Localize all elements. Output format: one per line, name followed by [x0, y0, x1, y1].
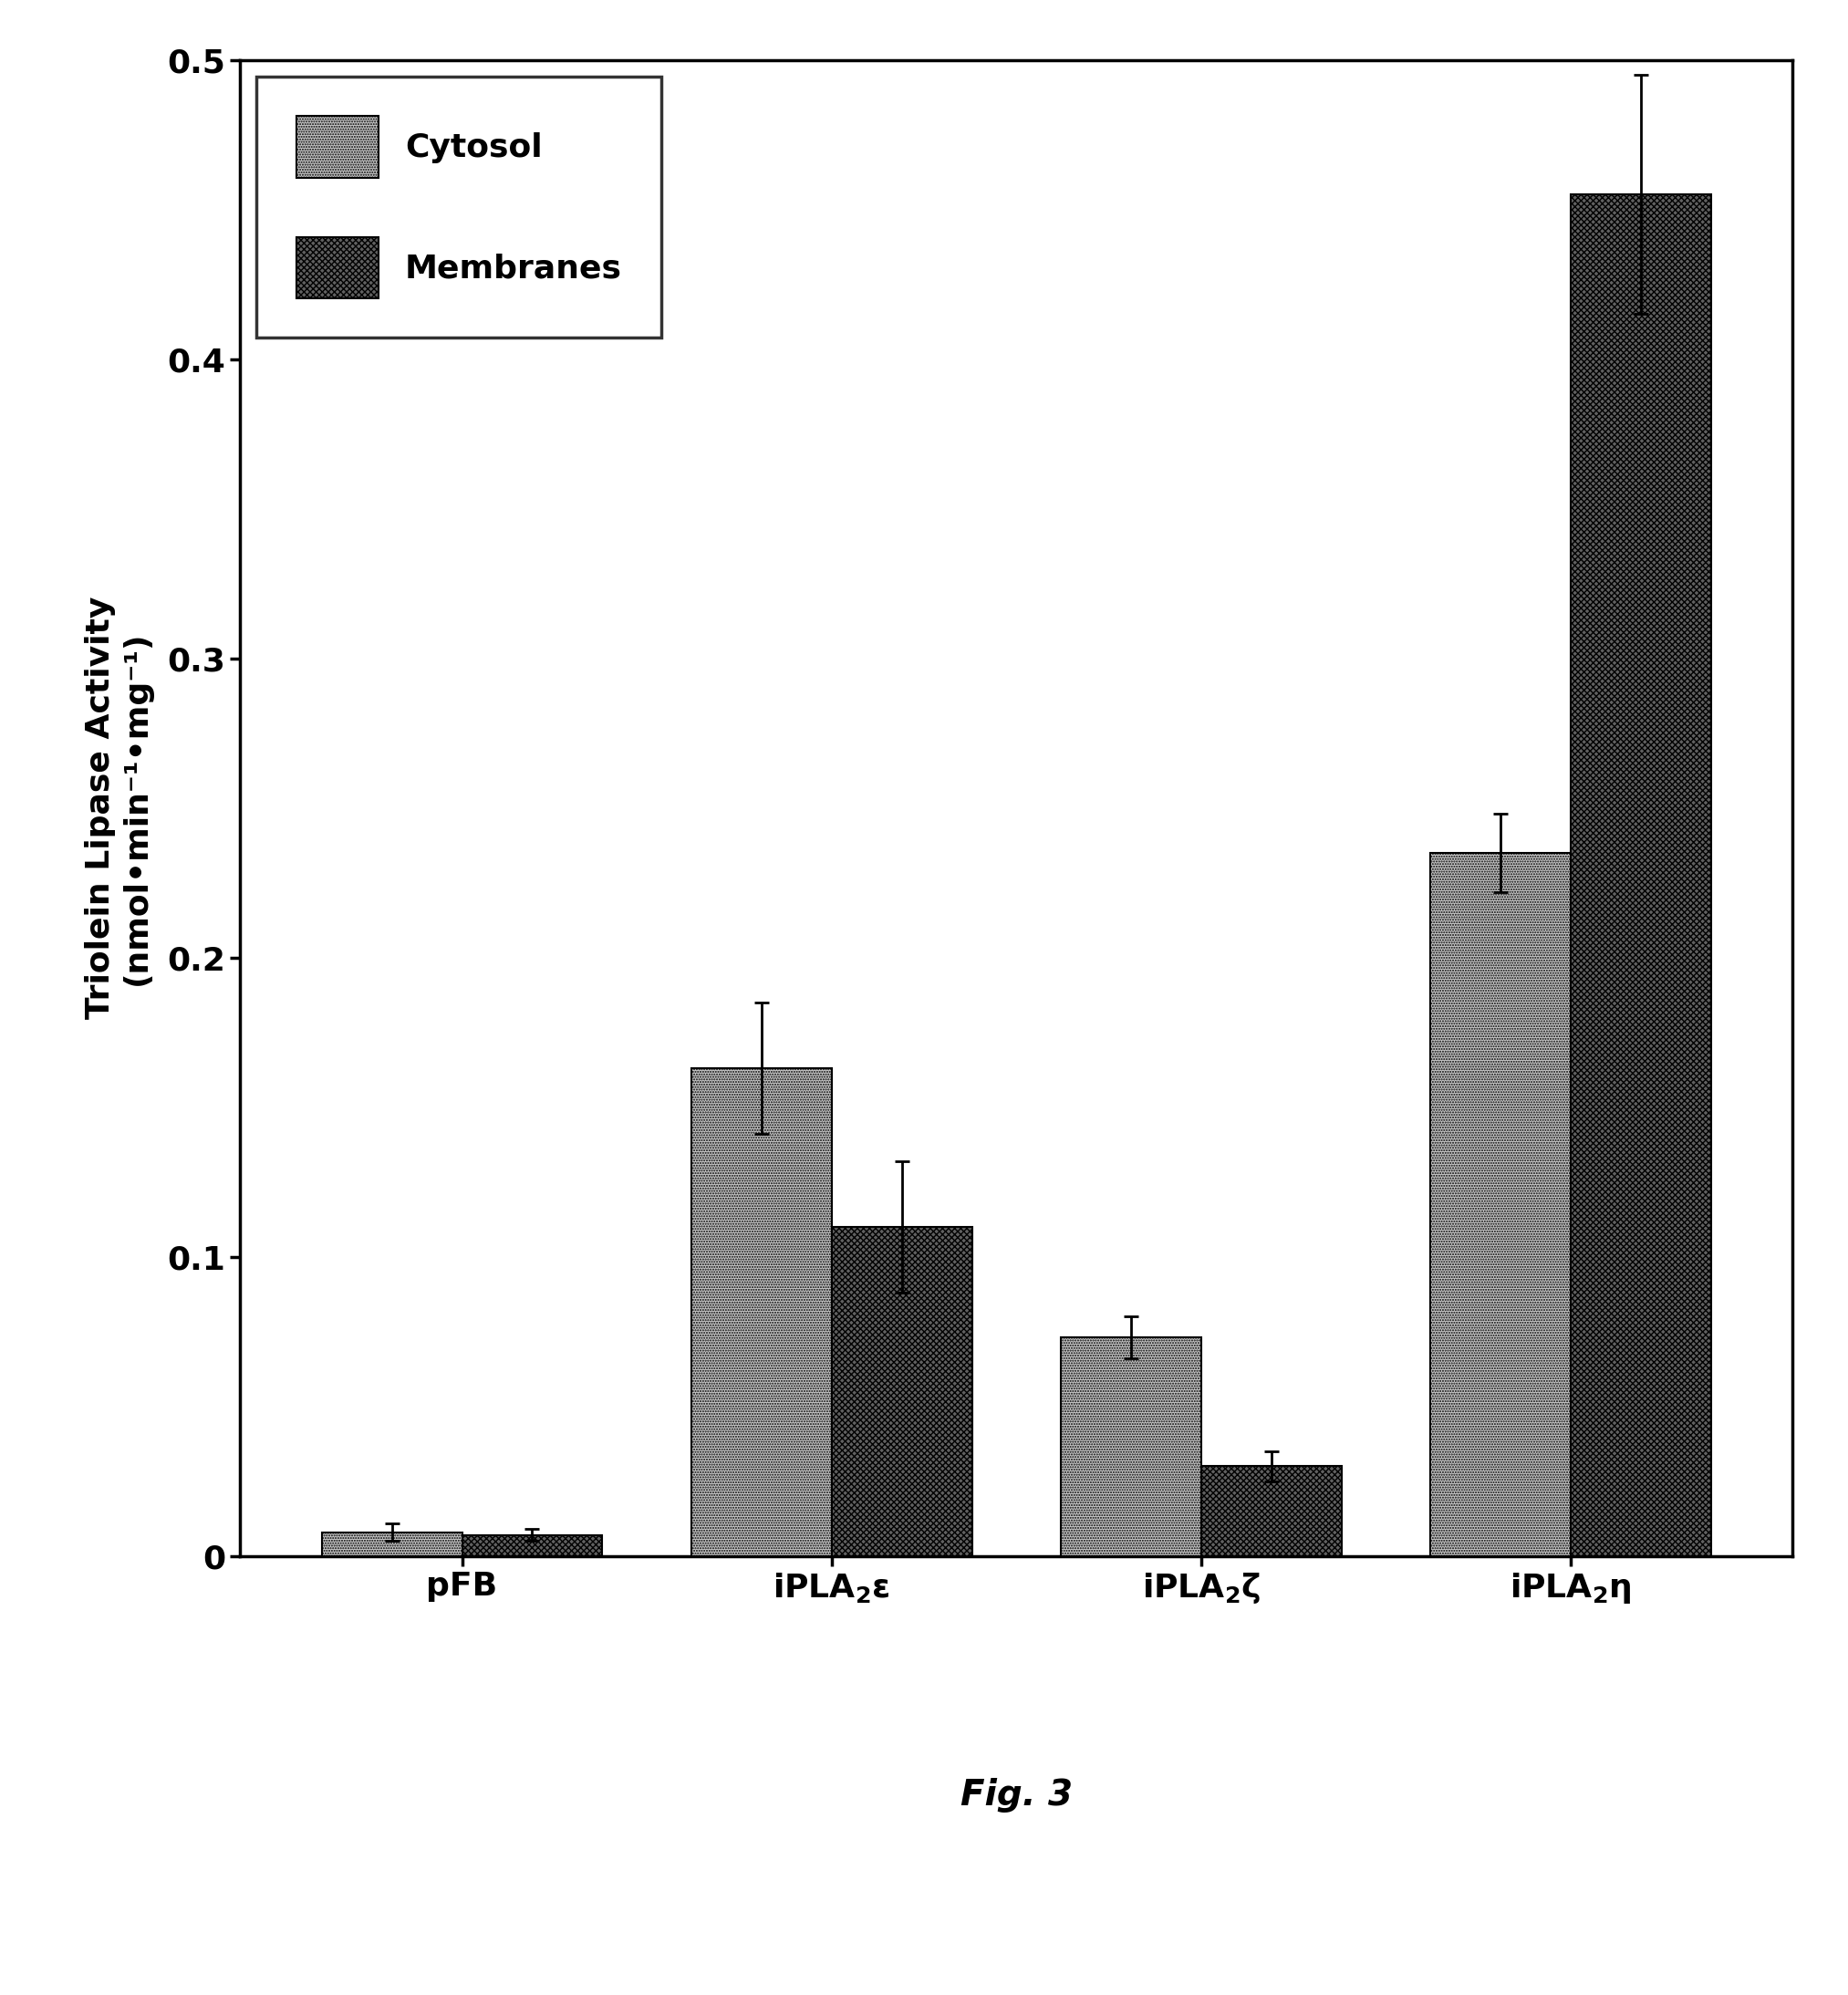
Bar [1201, 1466, 1342, 1556]
Bar [1571, 196, 1711, 1556]
Text: Fig. 3: Fig. 3 [961, 1778, 1072, 1813]
Legend: Cytosol, Membranes: Cytosol, Membranes [257, 76, 662, 337]
Bar [1061, 1339, 1201, 1556]
Y-axis label: Triolein Lipase Activity
(nmol•min⁻¹•mg⁻¹): Triolein Lipase Activity (nmol•min⁻¹•mg⁻… [85, 597, 152, 1019]
Bar [462, 1536, 602, 1556]
Bar [832, 1227, 972, 1556]
Bar [691, 1069, 832, 1556]
Bar [322, 1532, 462, 1556]
Bar [1430, 854, 1571, 1556]
